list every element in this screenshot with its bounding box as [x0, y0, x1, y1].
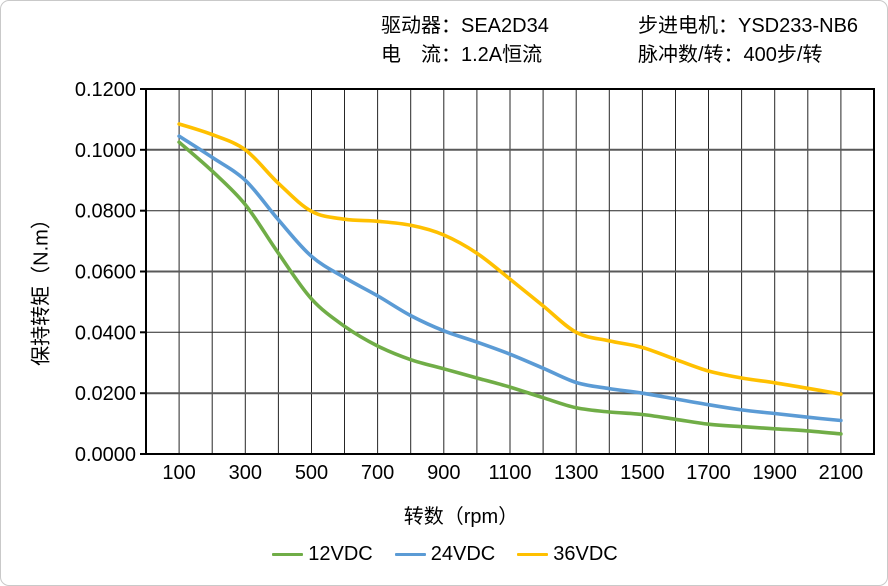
y-tick-label: 0.0400: [75, 322, 136, 344]
series-curve-24vdc: [177, 134, 843, 423]
x-tick-label: 1500: [620, 462, 665, 484]
legend-label-36vdc: 36VDC: [553, 543, 618, 565]
x-tick-label: 500: [295, 462, 328, 484]
x-tick-label: 1300: [554, 462, 599, 484]
legend-label-12vdc: 12VDC: [308, 543, 373, 565]
x-tick-label: 900: [427, 462, 460, 484]
legend-item-24vdc: 24VDC: [394, 542, 496, 566]
motor-line: 步进电机：YSD233-NB6: [638, 15, 859, 37]
x-axis-ticks: 100 300 500 700 900 1100 1300 1500 1700 1900 2100: [162, 462, 863, 484]
gridlines: [146, 89, 874, 454]
y-tick-label: 0.0200: [75, 383, 136, 405]
x-tick-label: 1700: [686, 462, 731, 484]
y-tick-label: 0.0800: [75, 201, 136, 223]
legend-swatch-36vdc: [517, 552, 549, 556]
x-tick-label: 100: [162, 462, 195, 484]
y-tick-label: 0.1200: [75, 79, 136, 101]
legend-swatch-24vdc: [394, 552, 426, 556]
legend: 12VDC 24VDC 36VDC: [1, 542, 887, 566]
y-axis-ticks: 0.0000 0.0200 0.0400 0.0600 0.0800 0.1000 0.12…: [75, 79, 146, 466]
current-line: 电 流：1.2A恒流: [381, 44, 543, 66]
driver-info: 驱动器：SEA2D34 电 流：1.2A恒流: [381, 12, 549, 70]
x-tick-label: 700: [361, 462, 394, 484]
legend-item-12vdc: 12VDC: [272, 542, 373, 566]
driver-line: 驱动器：SEA2D34: [381, 15, 549, 37]
legend-swatch-12vdc: [272, 552, 304, 556]
y-axis-title: 保持转矩（N.m）: [30, 209, 53, 366]
legend-label-24vdc: 24VDC: [430, 543, 496, 565]
series-curve-36vdc: [177, 122, 843, 396]
x-axis-title: 转数（rpm）: [403, 506, 519, 528]
y-tick-label: 0.0000: [75, 444, 136, 466]
x-tick-label: 300: [229, 462, 262, 484]
pulses-line: 脉冲数/转：400步/转: [638, 44, 823, 66]
y-tick-label: 0.0600: [75, 262, 136, 284]
x-tick-label: 2100: [819, 462, 864, 484]
series-curve-12vdc: [177, 140, 843, 436]
motor-info: 步进电机：YSD233-NB6 脉冲数/转：400步/转: [638, 12, 858, 70]
x-tick-label: 1900: [752, 462, 797, 484]
x-tick-label: 1100: [488, 462, 531, 484]
y-tick-label: 0.1000: [75, 140, 136, 162]
legend-item-36vdc: 36VDC: [517, 542, 618, 566]
